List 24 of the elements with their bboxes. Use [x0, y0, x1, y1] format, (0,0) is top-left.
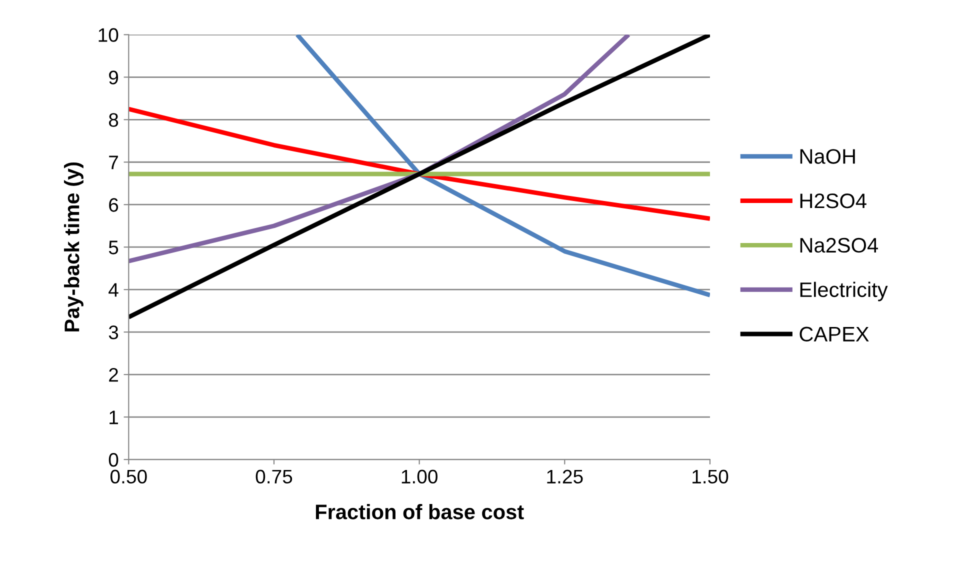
y-tick-label: 2	[109, 368, 118, 382]
y-tick-label: 1	[110, 410, 118, 424]
y-tick-label: 5	[108, 240, 118, 254]
line-series	[295, 34, 710, 298]
y-tick-label: 3	[108, 326, 118, 340]
y-tick-label: 4	[108, 283, 118, 297]
x-tick-label: 0.75	[256, 470, 292, 484]
x-tick-label: 0.50	[110, 470, 147, 484]
legend-label: Na2SO4	[800, 238, 878, 253]
y-tick-label: 10	[98, 28, 118, 42]
y-tick-label: 0	[108, 452, 118, 467]
y-axis-title: Pay-back time (y)	[64, 162, 84, 332]
y-tick-label: 6	[109, 198, 118, 212]
y-tick-label: 9	[109, 70, 118, 84]
x-tick-label: 1.50	[692, 470, 728, 484]
legend-label: H2SO4	[800, 194, 866, 208]
y-tick-label: 7	[109, 156, 118, 170]
legend-label: NaOH	[800, 149, 855, 164]
legend-label: Electricity	[800, 282, 888, 302]
x-axis-title: Fraction of base cost	[316, 504, 524, 520]
x-tick-label: 1.25	[547, 470, 583, 484]
y-tick-label: 8	[108, 113, 118, 127]
x-tick-label: 1.00	[402, 470, 438, 484]
legend-label: CAPEX	[800, 326, 869, 342]
